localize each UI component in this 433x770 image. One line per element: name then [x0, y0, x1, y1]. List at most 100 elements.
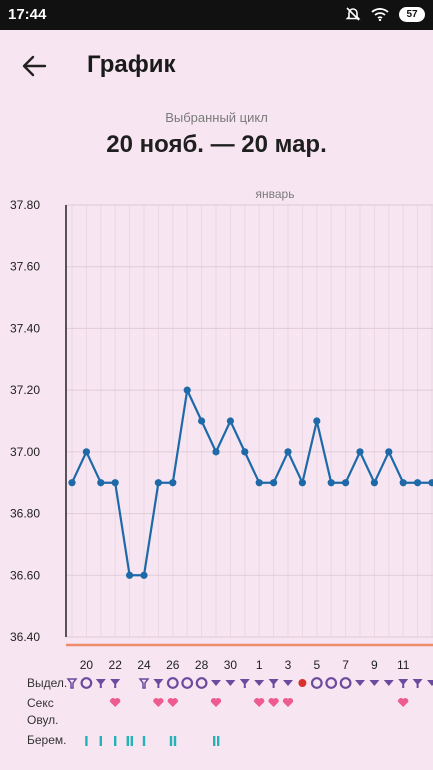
temperature-point: [169, 479, 177, 487]
spotting-icon: [66, 678, 78, 689]
pregnancy-mark: [85, 736, 88, 746]
temperature-point: [428, 479, 433, 487]
temperature-point: [126, 571, 134, 579]
heart-icon: [167, 698, 178, 707]
x-tick-label: 3: [285, 658, 292, 672]
bell-off-icon: [345, 7, 361, 21]
cycle-range[interactable]: 20 нояб. — 20 мар.: [106, 131, 327, 158]
x-tick-label: 26: [166, 658, 180, 672]
row-label-2: Овул.: [27, 713, 59, 727]
x-tick-label: 24: [137, 658, 151, 672]
month-label: январь: [255, 187, 295, 201]
row-label-3: Берем.: [27, 733, 66, 747]
row-label-1: Секс: [27, 696, 54, 710]
ring-icon: [166, 677, 179, 689]
temperature-point: [399, 479, 407, 487]
arrow-left-icon[interactable]: [18, 50, 50, 82]
y-tick-label: 36.80: [10, 507, 40, 521]
pregnancy-mark: [130, 736, 133, 746]
heart-icon: [398, 698, 409, 707]
drop-icon: [95, 679, 106, 688]
drop-icon: [398, 679, 409, 688]
temperature-point: [342, 479, 350, 487]
ring-icon: [325, 677, 338, 689]
drop-icon: [412, 679, 423, 688]
temperature-point: [327, 479, 335, 487]
x-tick-label: 9: [371, 658, 378, 672]
cycle-caption: Выбранный цикл: [165, 110, 268, 125]
x-tick-label: 30: [224, 658, 238, 672]
row-label-0: Выдел.: [27, 676, 67, 690]
x-tick-label: 5: [313, 658, 320, 672]
pregnancy-mark: [217, 736, 220, 746]
y-tick-label: 37.60: [10, 260, 40, 274]
y-tick-label: 37.00: [10, 445, 40, 459]
heart-icon: [254, 698, 265, 707]
drop-icon: [268, 679, 279, 688]
diamond-icon: [355, 680, 365, 686]
ring-icon: [80, 677, 93, 689]
temperature-point: [154, 479, 162, 487]
ring-icon: [310, 677, 323, 689]
y-tick-label: 36.40: [10, 630, 40, 644]
drop-icon: [239, 679, 250, 688]
temperature-point: [212, 448, 220, 456]
diamond-icon: [283, 680, 293, 686]
blood-icon: [298, 679, 307, 687]
status-icons: 57: [345, 6, 425, 22]
x-tick-label: 20: [80, 658, 94, 672]
pregnancy-mark: [114, 736, 117, 746]
temperature-point: [313, 417, 321, 425]
temperature-point: [270, 479, 278, 487]
temperature-point: [284, 448, 292, 456]
status-time: 17:44: [8, 6, 47, 23]
status-bar: 17:44 57: [0, 0, 433, 30]
heart-icon: [282, 698, 294, 707]
page-title: График: [87, 51, 176, 78]
diamond-icon: [427, 680, 433, 686]
temperature-point: [111, 479, 119, 487]
diamond-icon: [369, 680, 380, 686]
x-tick-label: 1: [256, 658, 263, 672]
diamond-icon: [211, 680, 221, 686]
temperature-point: [385, 448, 393, 456]
heart-icon: [268, 698, 279, 707]
spotting-icon: [138, 678, 150, 689]
ring-icon: [181, 677, 194, 689]
app-header: График: [0, 30, 433, 100]
y-tick-label: 37.80: [10, 198, 40, 212]
temperature-point: [97, 479, 105, 487]
temperature-point: [82, 448, 90, 456]
x-tick-label: 28: [195, 658, 209, 672]
x-tick-label: 22: [109, 658, 123, 672]
y-tick-label: 37.20: [10, 383, 40, 397]
x-tick-label: 11: [397, 658, 410, 672]
y-tick-label: 37.40: [10, 321, 40, 335]
temperature-point: [241, 448, 249, 456]
drop-icon: [153, 679, 164, 688]
ring-icon: [339, 677, 352, 689]
temperature-point: [198, 417, 206, 425]
heart-icon: [110, 698, 121, 707]
diamond-icon: [225, 680, 236, 686]
temperature-point: [226, 417, 234, 425]
temperature-series-line: [71, 389, 432, 577]
diamond-icon: [383, 680, 394, 686]
temperature-point: [356, 448, 364, 456]
pregnancy-mark: [142, 736, 146, 746]
temperature-point: [140, 571, 148, 579]
ring-icon: [195, 677, 208, 689]
pregnancy-mark: [169, 736, 173, 746]
pregnancy-mark: [99, 736, 102, 746]
x-tick-label: 7: [342, 658, 349, 672]
heart-icon: [210, 698, 222, 707]
pregnancy-mark: [213, 736, 216, 746]
temperature-point: [255, 479, 263, 487]
temperature-point: [68, 479, 76, 487]
temperature-point: [183, 386, 191, 394]
battery-indicator: 57: [399, 6, 425, 22]
wifi-icon: [371, 8, 389, 21]
temperature-point: [370, 479, 378, 487]
heart-icon: [153, 698, 164, 707]
